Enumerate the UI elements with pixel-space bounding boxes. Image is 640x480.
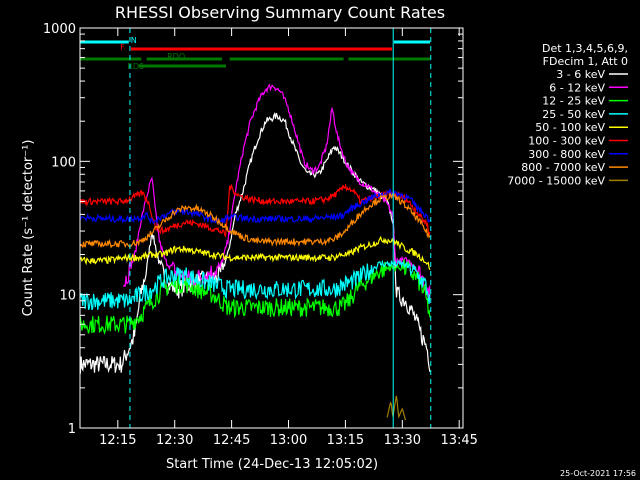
legend-label: 6 - 12 keV	[549, 81, 605, 94]
series-line-12-25-kev	[79, 259, 431, 336]
legend-label: 7000 - 15000 keV	[507, 174, 605, 187]
x-tick-label: 12:45	[213, 433, 250, 448]
x-axis-label: Start Time (24-Dec-13 12:05:02)	[166, 457, 378, 472]
legend-header: FDecim 1, Att 0	[543, 55, 628, 68]
y-tick-label: 10	[59, 289, 76, 304]
x-tick-label: 12:30	[156, 433, 193, 448]
series-line-6-12-kev	[122, 83, 431, 299]
legend-label: 50 - 100 keV	[535, 121, 605, 134]
x-tick-label: 13:45	[440, 433, 477, 448]
flag-label-rdo: RDO	[167, 52, 185, 61]
flag-bars: NF RDO RDS	[80, 36, 430, 71]
y-tick-label: 1	[68, 422, 76, 437]
legend-label: 25 - 50 keV	[542, 108, 605, 121]
legend-label: 800 - 7000 keV	[521, 161, 605, 174]
flag-label-f: F	[120, 43, 125, 52]
x-tick-label: 12:15	[99, 433, 136, 448]
y-tick-label: 1000	[43, 22, 76, 37]
legend: Det 1,3,4,5,6,9,FDecim 1, Att 03 - 6 keV…	[507, 42, 628, 187]
axes: 12:15 12:30 12:45 13:00 13:15 13:30 13:45 1 10 10…	[43, 22, 478, 448]
flag-label-rds: RDS	[127, 62, 144, 71]
chart-title: RHESSI Observing Summary Count Rates	[115, 3, 445, 22]
timestamp: 25-Oct-2021 17:56	[560, 469, 636, 478]
y-tick-label: 100	[51, 155, 76, 170]
x-tick-label: 13:00	[270, 433, 307, 448]
legend-label: 100 - 300 keV	[528, 135, 605, 148]
series-line-25-50-kev	[79, 259, 431, 311]
x-tick-label: 13:30	[384, 433, 421, 448]
data-series	[79, 83, 431, 421]
series-line-800-7000-kev	[79, 192, 431, 249]
y-axis-label: Count Rate (s⁻¹ detector⁻¹)	[21, 140, 36, 317]
plot-frame	[79, 27, 464, 429]
series-line-50-100-kev	[79, 235, 431, 271]
legend-header: Det 1,3,4,5,6,9,	[542, 42, 628, 55]
legend-label: 300 - 800 keV	[528, 148, 605, 161]
x-tick-label: 13:15	[327, 433, 364, 448]
legend-label: 12 - 25 keV	[542, 95, 605, 108]
series-line-300-800-kev	[79, 187, 431, 225]
flag-label-n: N	[131, 36, 137, 45]
legend-label: 3 - 6 keV	[556, 68, 605, 81]
series-line-7000-15000-kev	[386, 395, 407, 421]
